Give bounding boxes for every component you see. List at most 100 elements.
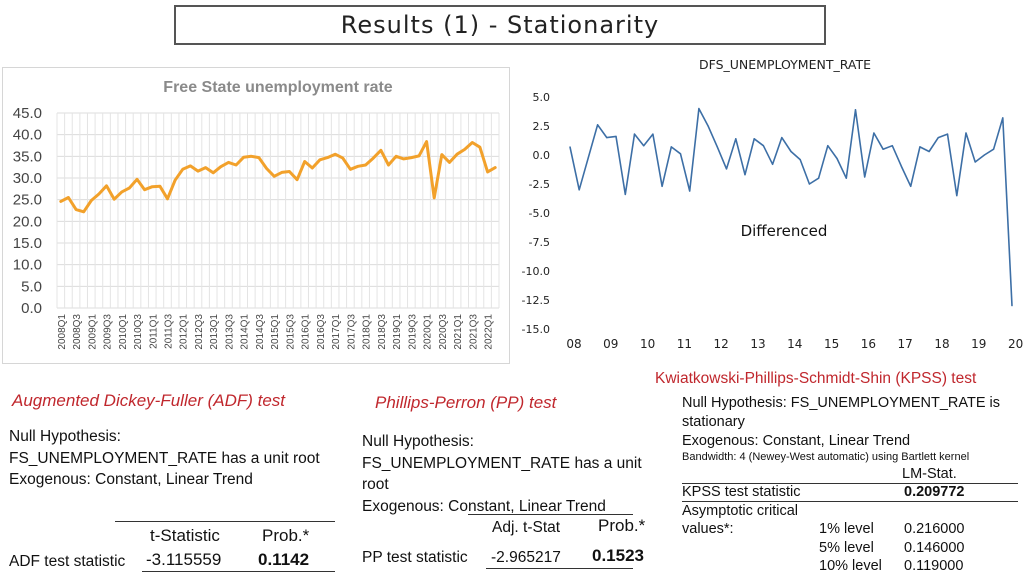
right-chart-data-point <box>827 145 829 147</box>
left-chart-data-point <box>334 153 336 155</box>
left-chart-data-point <box>128 187 131 189</box>
right-chart-ytick-label: -10.0 <box>522 265 550 278</box>
left-chart-data-point <box>418 155 420 157</box>
left-chart-data-point <box>250 155 253 158</box>
right-chart-data-point <box>956 195 958 197</box>
right-chart-data-point <box>845 177 847 179</box>
right-chart-data-point <box>836 157 838 160</box>
left-chart-xtick-label: 2015Q3 <box>285 314 296 350</box>
left-chart-xtick-label: 2012Q1 <box>179 314 190 350</box>
kpss-table-rule-mid <box>682 501 1018 502</box>
left-chart-data-point <box>204 166 207 169</box>
left-chart-data-point <box>258 156 260 159</box>
left-chart-data-point <box>113 198 115 201</box>
right-chart-xtick-label: 19 <box>971 337 986 351</box>
left-chart-xtick-label: 2020Q3 <box>438 314 449 350</box>
right-chart-data-point <box>937 137 939 139</box>
left-chart-data-point <box>471 141 474 144</box>
right-chart-data-point <box>771 163 774 165</box>
left-chart-data-point <box>281 171 283 174</box>
right-chart-data-point <box>790 150 792 153</box>
right-chart-data-point <box>698 108 700 110</box>
left-chart-data-point <box>486 171 489 173</box>
right-chart-xtick-label: 14 <box>787 337 802 351</box>
kpss-crit-value-1: 0.216000 <box>904 521 965 537</box>
adf-table-rule-top <box>115 521 335 522</box>
right-chart-xtick-label: 18 <box>934 337 949 351</box>
left-chart-ytick-label: 5.0 <box>21 278 42 295</box>
right-chart-data-point <box>670 146 672 148</box>
right-chart-xtick-label: 20 <box>1008 337 1023 351</box>
left-chart-data-point <box>273 175 275 178</box>
kpss-crit-label-1: Asymptotic critical <box>682 503 799 519</box>
pp-col-adj-tstat: Adj. t-Stat <box>492 519 561 536</box>
right-chart-ytick-label: -12.5 <box>522 294 550 307</box>
left-chart-data-point <box>463 148 466 151</box>
right-chart-xtick-label: 17 <box>898 337 913 351</box>
left-chart-data-point <box>159 185 161 188</box>
pp-table-rule-top <box>468 514 633 515</box>
right-chart-data-point <box>679 153 682 155</box>
left-chart-data-point <box>364 164 367 166</box>
adf-col-tstat: t-Statistic <box>150 526 220 545</box>
right-chart-xtick-label: 10 <box>640 337 655 351</box>
left-chart-data-point <box>120 191 123 193</box>
left-chart-data-point <box>242 156 245 158</box>
left-chart-data-point <box>441 153 443 156</box>
left-chart-data-point <box>151 185 154 188</box>
left-chart-xtick-label: 2021Q1 <box>453 314 464 350</box>
right-chart-data-point <box>919 146 921 148</box>
right-chart-data-point <box>882 148 884 150</box>
adf-row-label: ADF test statistic <box>9 553 126 570</box>
right-chart-ytick-label: 2.5 <box>533 120 551 133</box>
left-chart-data-point <box>235 164 237 166</box>
left-chart-xtick-label: 2009Q3 <box>103 314 114 350</box>
right-chart-data-point <box>946 133 949 135</box>
left-chart-ytick-label: 15.0 <box>13 235 42 252</box>
right-chart-data-point <box>633 133 636 135</box>
left-chart-data-point <box>433 197 436 199</box>
right-chart-data-point <box>652 133 654 135</box>
right-chart-data-point <box>818 177 820 179</box>
left-chart-data-point <box>380 149 382 152</box>
left-chart-xtick-label: 2009Q1 <box>87 314 98 350</box>
left-chart-data-point <box>189 165 192 167</box>
kpss-row-label: KPSS test statistic <box>682 484 801 500</box>
right-chart-ytick-label: -2.5 <box>529 178 550 191</box>
left-chart-ytick-label: 10.0 <box>13 257 42 274</box>
slide-title-box: Results (1) - Stationarity <box>174 5 826 45</box>
left-chart-data-point <box>75 208 77 211</box>
left-chart-xtick-label: 2011Q3 <box>164 314 175 349</box>
adf-prob-value: 0.1142 <box>258 550 310 569</box>
kpss-exogenous: Exogenous: Constant, Linear Trend <box>682 433 911 449</box>
left-chart-ytick-label: 45.0 <box>13 105 42 122</box>
right-chart-data-point <box>569 146 571 148</box>
left-chart-series-line <box>59 140 497 214</box>
right-chart-xtick-label: 09 <box>603 337 618 351</box>
pp-exogenous: Exogenous: Constant, Linear Trend <box>362 497 606 515</box>
slide-title: Results (1) - Stationarity <box>340 11 660 39</box>
left-chart-data-point <box>395 155 397 158</box>
left-chart-xtick-label: 2017Q3 <box>346 314 357 350</box>
right-chart-data-point <box>965 132 967 134</box>
adf-col-prob: Prob.* <box>262 526 310 545</box>
left-chart-ytick-label: 20.0 <box>13 213 42 230</box>
right-chart-data-point <box>910 185 912 187</box>
left-chart-data-point <box>143 188 146 191</box>
pp-row-label: PP test statistic <box>362 549 468 566</box>
left-chart-data-point <box>349 168 352 171</box>
right-chart-xtick-label: 12 <box>714 337 729 351</box>
left-chart-xtick-label: 2013Q3 <box>224 314 235 350</box>
left-chart-data-point <box>197 170 199 172</box>
pp-col-prob: Prob.* <box>598 516 646 535</box>
left-chart-data-point <box>220 165 222 168</box>
right-chart-data-point <box>808 183 811 185</box>
left-chart-ytick-label: 35.0 <box>13 148 42 165</box>
right-chart-ytick-label: -15.0 <box>522 323 550 336</box>
kpss-crit-level-1: 1% level <box>819 521 874 537</box>
left-chart-ytick-label: 0.0 <box>21 300 42 317</box>
left-chart-data-point <box>319 159 321 161</box>
right-chart-data-point <box>891 145 893 147</box>
differenced-chart: DFS_UNEMPLOYMENT_RATE -15.0 -12.5 -10.0 -7.5… <box>512 50 1024 360</box>
right-chart-data-point <box>735 138 737 140</box>
